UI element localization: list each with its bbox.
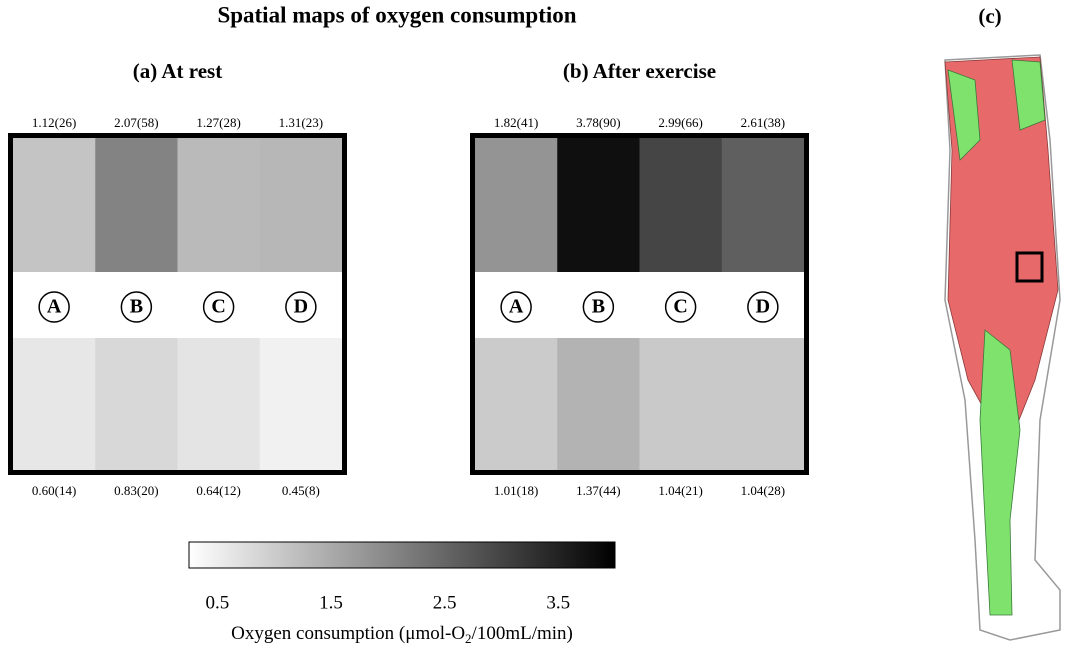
region-circle (747, 291, 779, 323)
colorbar-gradient (188, 541, 616, 569)
value-label: 2.61(38) (741, 115, 785, 130)
heatmap-cell (639, 138, 723, 272)
heatmap-cell (557, 138, 640, 272)
heatmap-cell (95, 338, 178, 470)
heatmap-cell (177, 338, 261, 470)
region-circle (202, 291, 235, 323)
region-circle (582, 291, 615, 323)
region-letter: D (294, 296, 308, 318)
label-part: /100mL/min) (472, 623, 573, 644)
value-label: 2.07(58) (114, 115, 158, 130)
heatmap-cell (177, 138, 261, 272)
region-letter: B (130, 296, 143, 318)
value-label: 1.27(28) (196, 115, 240, 130)
region-circle (500, 291, 532, 323)
colorbar-label: Oxygen consumption (μmol-O2/100mL/min) (231, 623, 573, 646)
region-circle (120, 291, 153, 323)
region-letter: D (756, 296, 770, 318)
panel-title: (b) After exercise (563, 59, 716, 83)
heatmap-cell (95, 138, 178, 272)
colorbar-tick-label: 1.5 (319, 592, 343, 613)
heatmap-cell (475, 338, 558, 470)
panel-title: (a) At rest (133, 59, 222, 83)
heatmap-cell (13, 338, 96, 470)
colorbar-tick-label: 0.5 (206, 592, 230, 613)
value-label: 0.64(12) (196, 483, 240, 498)
chart-title: Spatial maps of oxygen consumption (217, 2, 576, 27)
heatmap-cell (639, 338, 723, 470)
leg-illustration (944, 54, 1061, 641)
region-letter: C (211, 296, 225, 318)
region-circle (285, 291, 317, 323)
heatmap-cell (721, 138, 805, 272)
colorbar (188, 541, 616, 569)
heatmap-cell (13, 138, 96, 272)
region-circle (664, 291, 697, 323)
colorbar-tick-label: 3.5 (546, 592, 570, 613)
heatmap-cell (557, 338, 640, 470)
label-part: Oxygen consumption (μmol-O (231, 623, 465, 644)
heatmap-cell (259, 338, 343, 470)
region-letter: C (673, 296, 687, 318)
value-label: 1.82(41) (494, 115, 538, 130)
heatmap-cell (259, 138, 343, 272)
value-label: 0.45(8) (282, 483, 320, 498)
value-label: 0.60(14) (32, 483, 76, 498)
value-label: 0.83(20) (114, 483, 158, 498)
value-label: 1.04(21) (658, 483, 702, 498)
heatmap-cell (721, 338, 805, 470)
heatmap-cell (475, 138, 558, 272)
region-letter: A (509, 296, 524, 318)
panel-frame (470, 133, 809, 475)
value-label: 1.31(23) (279, 115, 323, 130)
colorbar-tick-label: 2.5 (433, 592, 457, 613)
value-label: 1.37(44) (576, 483, 620, 498)
label-subscript: 2 (465, 631, 472, 646)
value-label: 1.01(18) (494, 483, 538, 498)
value-label: 1.12(26) (32, 115, 76, 130)
panel-title: (c) (978, 4, 1001, 28)
value-label: 3.78(90) (576, 115, 620, 130)
region-letter: B (592, 296, 605, 318)
value-label: 2.99(66) (658, 115, 702, 130)
value-label: 1.04(28) (741, 483, 785, 498)
region-letter: A (47, 296, 62, 318)
region-circle (38, 291, 70, 323)
panel-frame (8, 133, 347, 475)
